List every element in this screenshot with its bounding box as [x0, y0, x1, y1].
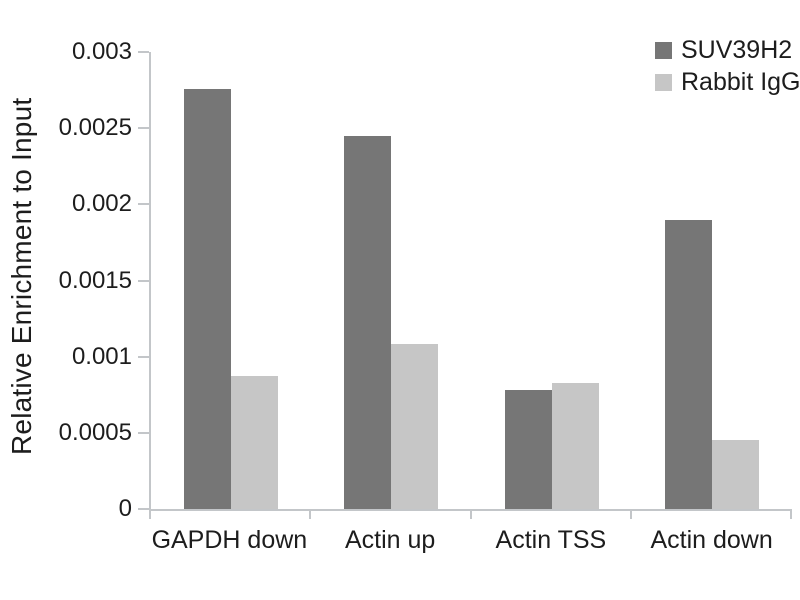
- legend-label: Rabbit IgG: [681, 68, 800, 96]
- legend-label: SUV39H2: [681, 36, 793, 64]
- legend-row: Rabbit IgG: [655, 70, 800, 95]
- y-tick-mark: [138, 279, 149, 282]
- x-category-label: Actin down: [650, 526, 773, 554]
- x-tick-mark: [629, 511, 632, 519]
- bar-suv39h2: [344, 135, 392, 509]
- y-tick-mark: [138, 508, 149, 510]
- bar-group: [472, 52, 632, 509]
- x-tick-mark: [309, 511, 312, 519]
- y-tick-mark: [138, 51, 149, 53]
- y-tick-label: 0.0025: [58, 114, 132, 142]
- bar-suv39h2: [504, 390, 552, 509]
- y-tick-label: 0.003: [71, 38, 132, 65]
- bar-rabbit-igg: [391, 344, 439, 509]
- y-tick-mark: [138, 431, 149, 434]
- bar-group: [151, 52, 311, 509]
- plot-area: [149, 52, 792, 511]
- y-tick-label: 0.001: [71, 342, 132, 370]
- x-category-label: Actin up: [344, 526, 436, 554]
- x-category-label: Actin TSS: [495, 526, 607, 554]
- y-tick-label: 0.002: [71, 190, 132, 218]
- y-tick-mark: [138, 203, 149, 206]
- legend: SUV39H2 Rabbit IgG: [655, 38, 800, 102]
- x-tick-mark: [149, 511, 151, 519]
- bar-rabbit-igg: [231, 376, 279, 509]
- x-axis-labels: GAPDH down Actin up Actin TSS Actin down: [149, 526, 792, 555]
- y-tick-mark: [138, 127, 149, 130]
- bar-rabbit-igg: [711, 440, 759, 509]
- x-tick-mark: [469, 511, 472, 519]
- bar-groups: [151, 52, 792, 509]
- bar-suv39h2: [184, 88, 232, 509]
- y-tick-label: 0: [118, 495, 132, 522]
- x-tick-mark: [790, 511, 792, 519]
- bar-suv39h2: [664, 219, 712, 509]
- y-tick-label: 0.0005: [58, 418, 132, 446]
- legend-swatch: [655, 74, 672, 91]
- y-tick-mark: [138, 355, 149, 358]
- bar-rabbit-igg: [551, 382, 599, 509]
- bar-group: [632, 52, 792, 509]
- legend-swatch: [655, 42, 672, 59]
- bar-group: [311, 52, 471, 509]
- y-tick-label: 0.0015: [58, 266, 132, 294]
- legend-row: SUV39H2: [655, 38, 800, 63]
- x-category-label: GAPDH down: [151, 526, 308, 554]
